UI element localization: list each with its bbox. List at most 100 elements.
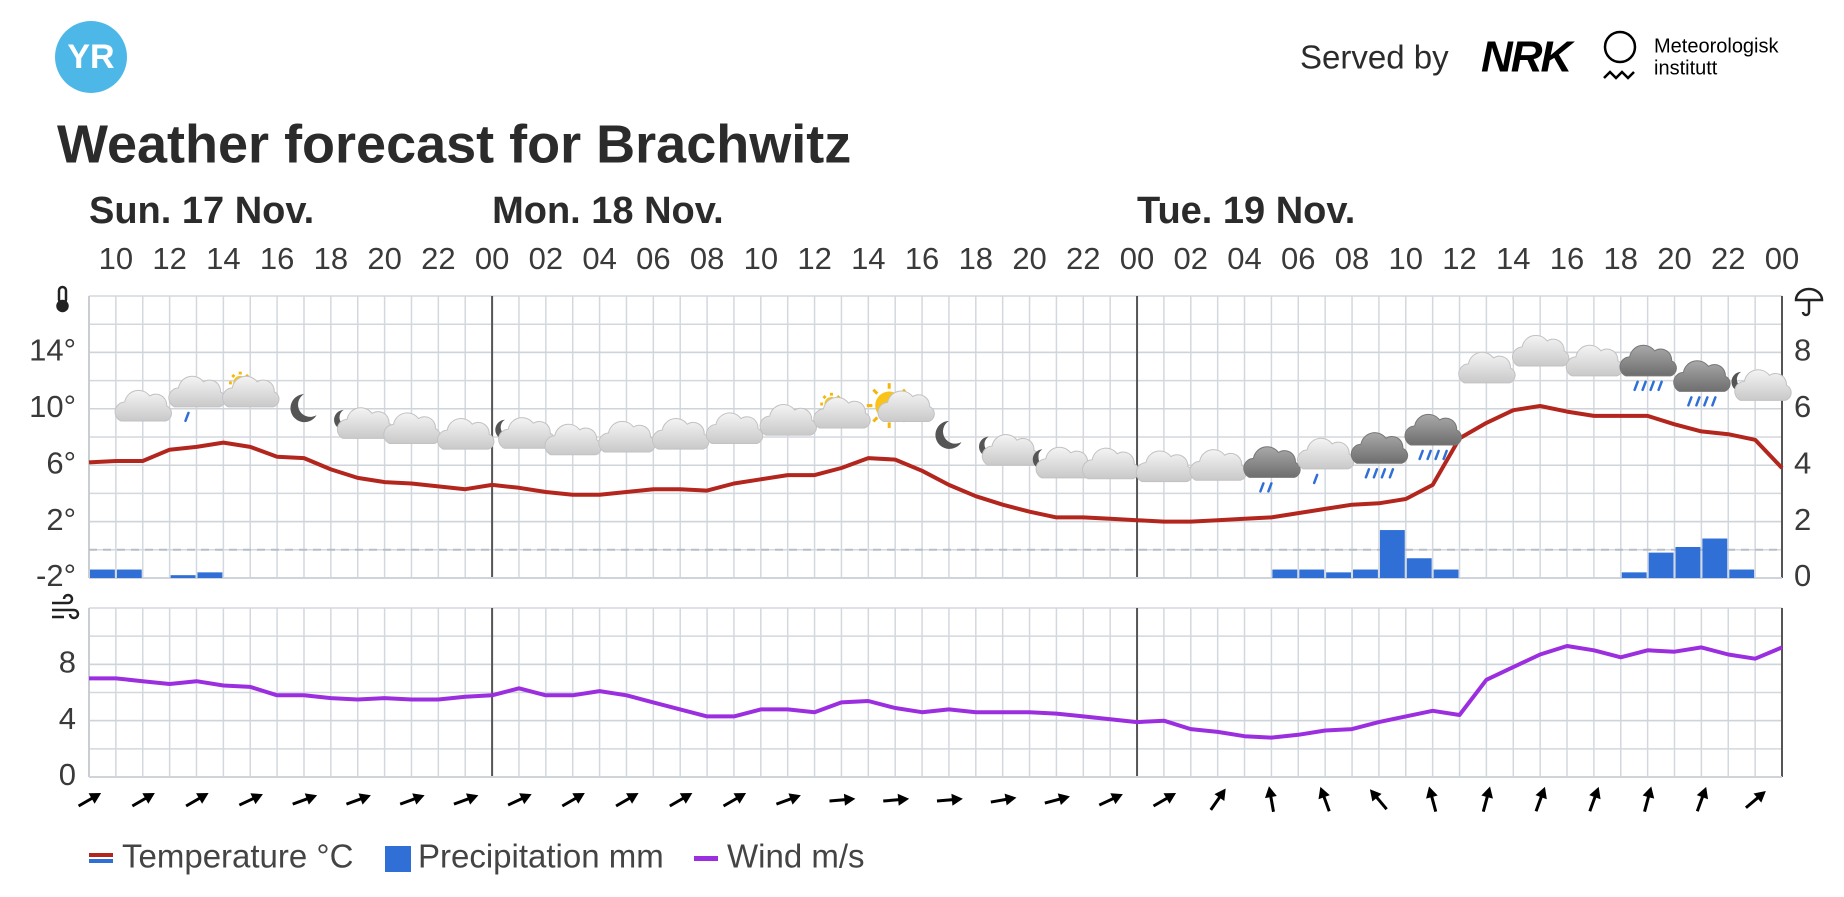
x-tick-label: 04 bbox=[1227, 241, 1261, 276]
weather-symbol bbox=[1565, 344, 1624, 377]
cloud bbox=[652, 418, 710, 450]
met-name[interactable]: institutt bbox=[1654, 57, 1718, 79]
wind-arrow-head bbox=[1318, 786, 1330, 800]
wind-arrow-head bbox=[679, 793, 693, 804]
moon bbox=[290, 394, 317, 423]
day-label: Mon. 18 Nov. bbox=[492, 190, 724, 232]
x-tick-label: 04 bbox=[582, 241, 616, 276]
thermometer-bulb bbox=[56, 299, 69, 313]
wind-arrow bbox=[1481, 786, 1493, 812]
x-tick-label: 18 bbox=[959, 241, 993, 276]
wind-arrow bbox=[615, 793, 639, 808]
precip-bar bbox=[1326, 572, 1352, 578]
wind-arrow-head bbox=[465, 793, 479, 805]
cloud bbox=[544, 423, 602, 456]
met-logo-waves bbox=[1603, 70, 1635, 80]
raindrop bbox=[1641, 380, 1647, 392]
x-tick-label: 12 bbox=[797, 241, 831, 276]
x-tick-label: 22 bbox=[1711, 241, 1745, 276]
x-tick-label: 10 bbox=[1389, 241, 1423, 276]
x-tick-label: 00 bbox=[475, 241, 509, 276]
weather-symbol bbox=[598, 420, 656, 453]
raindrop bbox=[1687, 396, 1693, 407]
x-tick-label: 08 bbox=[1335, 241, 1369, 276]
wind-arrow-head bbox=[788, 793, 801, 805]
nrk-logo[interactable]: NRK bbox=[1481, 33, 1578, 82]
wind-arrow-head bbox=[843, 793, 856, 806]
precip-bar bbox=[1729, 569, 1755, 578]
wind-arrow bbox=[1642, 786, 1655, 812]
wind-arrow-head bbox=[1057, 793, 1070, 806]
precip-bar bbox=[90, 569, 115, 578]
weather-symbol bbox=[290, 394, 317, 423]
x-tick-label: 06 bbox=[1281, 241, 1315, 276]
raindrop bbox=[1434, 449, 1440, 461]
legend-swatch-wind bbox=[694, 856, 718, 861]
wind-icon bbox=[52, 593, 80, 620]
weather-symbol bbox=[1189, 449, 1247, 481]
wind-arrow bbox=[775, 793, 801, 806]
sun-ray bbox=[872, 416, 879, 423]
raindrop bbox=[1426, 449, 1432, 461]
weather-symbol bbox=[495, 417, 556, 449]
cloud bbox=[1243, 446, 1301, 478]
wind-arrow bbox=[238, 793, 263, 807]
cloud bbox=[1565, 344, 1624, 377]
precip-bar bbox=[170, 575, 196, 578]
logo-text[interactable]: YR bbox=[67, 38, 114, 76]
y-tick-label: 14° bbox=[29, 333, 76, 368]
cloud bbox=[437, 418, 495, 450]
cloud bbox=[1082, 447, 1140, 480]
y-tick-label: 6° bbox=[46, 445, 76, 480]
precip-bar bbox=[1621, 572, 1647, 578]
raindrop bbox=[184, 411, 190, 423]
x-tick-label: 12 bbox=[1442, 241, 1476, 276]
raindrop bbox=[1711, 396, 1717, 407]
weather-symbol bbox=[1673, 360, 1731, 407]
precip-bar bbox=[1648, 552, 1674, 578]
cloud bbox=[877, 390, 935, 423]
raindrop bbox=[1633, 380, 1639, 392]
legend-label: Temperature °C bbox=[122, 838, 353, 875]
weather-symbol bbox=[1297, 437, 1355, 485]
wind-arrow bbox=[1264, 786, 1277, 813]
wind-arrow-head bbox=[304, 793, 318, 805]
weather-symbol bbox=[1404, 413, 1462, 461]
precip-bar bbox=[1433, 569, 1459, 578]
cloud bbox=[1135, 450, 1194, 483]
wind-arrow-head bbox=[1110, 793, 1123, 805]
x-tick-label: 00 bbox=[1120, 241, 1154, 276]
x-tick-label: 02 bbox=[1174, 241, 1208, 276]
met-name[interactable]: Meteorologisk bbox=[1654, 35, 1780, 57]
wind-arrow-head bbox=[897, 793, 910, 806]
day-label: Tue. 19 Nov. bbox=[1137, 190, 1355, 232]
cloud bbox=[813, 396, 871, 429]
y-tick-label: 2° bbox=[46, 502, 76, 537]
legend-label: Wind m/s bbox=[727, 838, 865, 875]
cloud bbox=[1619, 344, 1677, 377]
raindrop bbox=[1259, 482, 1265, 493]
x-tick-label: 20 bbox=[367, 241, 401, 276]
wind-arrow-head bbox=[1264, 786, 1277, 799]
logo-circle bbox=[55, 21, 127, 93]
cloud bbox=[1189, 449, 1247, 481]
wind-arrow-head bbox=[250, 793, 263, 805]
wind-arrow bbox=[1318, 786, 1331, 812]
x-tick-label: 18 bbox=[314, 241, 348, 276]
raindrop bbox=[1695, 396, 1701, 407]
wind-arrow bbox=[1098, 793, 1123, 807]
wind-arrow bbox=[77, 793, 102, 808]
wind-arrow bbox=[1695, 786, 1709, 812]
wind-arrow bbox=[185, 793, 209, 808]
wind-arrow-head bbox=[196, 793, 209, 804]
sun-ray bbox=[822, 395, 827, 400]
wind-arrow bbox=[131, 793, 155, 808]
weather-symbol bbox=[222, 371, 280, 408]
panel-icons bbox=[52, 285, 1824, 620]
wind-arrow bbox=[507, 793, 532, 807]
y-tick-label: -2° bbox=[36, 558, 76, 593]
weather-symbol bbox=[1731, 369, 1792, 401]
weather-symbol bbox=[383, 412, 441, 445]
wind-arrow-head bbox=[1589, 786, 1601, 800]
cloud bbox=[1673, 360, 1731, 392]
